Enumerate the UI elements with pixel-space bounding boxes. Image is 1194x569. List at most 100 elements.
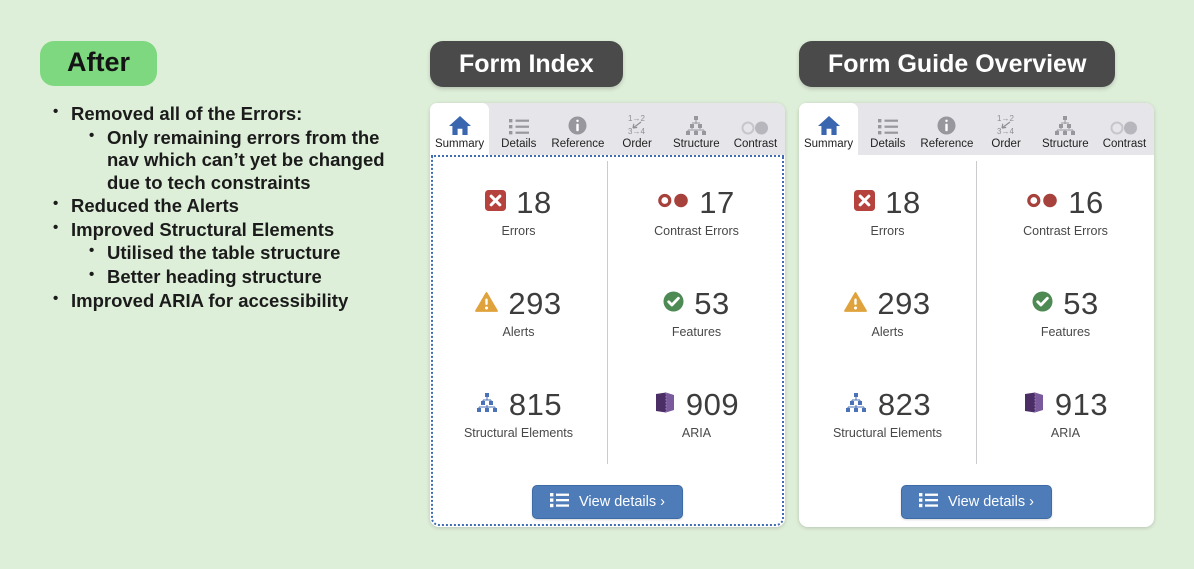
svg-text:1→2: 1→2 <box>997 114 1014 123</box>
structural-elements-icon <box>844 392 868 418</box>
tab-summary[interactable]: Summary <box>430 103 490 155</box>
tab-structure[interactable]: Structure <box>1036 103 1095 155</box>
stat-label: Alerts <box>871 325 904 339</box>
tab-details[interactable]: Details <box>858 103 917 155</box>
tab-label: Structure <box>1041 138 1089 150</box>
stat-structural-elements: 823 Structural Elements <box>799 363 977 464</box>
stat-label: ARIA <box>681 426 712 440</box>
list-item: Improved Structural Elements <box>50 219 406 242</box>
stat-value: 18 <box>516 185 552 220</box>
stat-value: 53 <box>694 286 730 321</box>
structural-elements-icon <box>475 392 499 418</box>
stat-value: 293 <box>508 286 562 321</box>
stats-row: 823 Structural Elements 913 ARIA <box>799 363 1154 464</box>
tab-order[interactable]: 1→2 3→4 Order <box>977 103 1036 155</box>
error-icon <box>485 190 507 216</box>
summary-content: 18 Errors 16 Contrast Errors 293 Alerts <box>799 155 1154 527</box>
list-item: Only remaining errors from the nav which… <box>86 127 406 195</box>
stat-label: Alerts <box>502 325 535 339</box>
tab-label: Details <box>501 138 537 150</box>
stat-value: 823 <box>877 387 932 422</box>
home-icon <box>448 114 471 135</box>
stats-row: 18 Errors 17 Contrast Errors <box>430 161 785 262</box>
view-details-list-icon <box>550 492 570 512</box>
stat-value: 53 <box>1063 286 1099 321</box>
tab-details[interactable]: Details <box>489 103 548 155</box>
stat-alerts: 293 Alerts <box>799 262 977 363</box>
list-item: Better heading structure <box>86 266 406 289</box>
tab-reference[interactable]: Reference <box>917 103 976 155</box>
tab-label: Details <box>870 138 906 150</box>
tab-summary[interactable]: Summary <box>799 103 859 155</box>
stat-aria: 909 ARIA <box>608 363 785 464</box>
wave-panel-form-guide-overview: Summary Details Reference 1→2 3→4 Order S… <box>799 103 1154 527</box>
view-details-button[interactable]: View details › <box>532 485 683 519</box>
list-icon <box>877 114 899 135</box>
info-icon <box>937 114 956 135</box>
view-details-list-icon <box>919 492 939 512</box>
stats-row: 18 Errors 16 Contrast Errors <box>799 161 1154 262</box>
order-icon: 1→2 3→4 <box>993 114 1019 135</box>
list-item: Reduced the Alerts <box>50 195 406 218</box>
view-details-button[interactable]: View details › <box>901 485 1052 519</box>
stat-label: ARIA <box>1050 426 1081 440</box>
svg-text:1→2: 1→2 <box>628 114 645 123</box>
svg-text:3→4: 3→4 <box>628 127 645 135</box>
tab-structure[interactable]: Structure <box>667 103 726 155</box>
panel-title-form-guide-overview: Form Guide Overview <box>799 41 1116 87</box>
tab-label: Order <box>991 138 1021 150</box>
contrast-icon <box>741 114 769 135</box>
structure-icon <box>1053 114 1077 135</box>
contrast-icon <box>1110 114 1138 135</box>
tab-label: Summary <box>803 138 854 150</box>
panel-title-form-index: Form Index <box>430 41 623 87</box>
list-item: Removed all of the Errors: <box>50 103 406 126</box>
tab-label: Structure <box>672 138 720 150</box>
view-details-label: View details › <box>948 494 1034 510</box>
home-icon <box>817 114 840 135</box>
feature-icon <box>663 291 684 317</box>
stat-label: Errors <box>501 224 536 238</box>
aria-icon <box>1023 391 1045 419</box>
tab-label: Order <box>622 138 652 150</box>
stat-errors: 18 Errors <box>430 161 608 262</box>
info-icon <box>568 114 587 135</box>
stat-contrast-errors: 16 Contrast Errors <box>977 161 1154 262</box>
stat-label: Contrast Errors <box>654 224 739 238</box>
tab-contrast[interactable]: Contrast <box>726 103 785 155</box>
feature-icon <box>1032 291 1053 317</box>
tab-bar: Summary Details Reference 1→2 3→4 Order S… <box>430 103 785 155</box>
stat-label: Features <box>671 325 722 339</box>
contrast-error-icon <box>658 193 689 213</box>
stats-row: 815 Structural Elements 909 ARIA <box>430 363 785 464</box>
stat-alerts: 293 Alerts <box>430 262 608 363</box>
tab-reference[interactable]: Reference <box>548 103 607 155</box>
alert-icon <box>844 291 868 317</box>
stat-value: 909 <box>685 387 740 422</box>
tab-order[interactable]: 1→2 3→4 Order <box>608 103 667 155</box>
list-icon <box>508 114 530 135</box>
stat-features: 53 Features <box>977 262 1154 363</box>
error-icon <box>854 190 876 216</box>
alert-icon <box>475 291 499 317</box>
stat-value: 293 <box>877 286 931 321</box>
stat-label: Structural Elements <box>832 426 943 440</box>
after-badge: After <box>40 41 158 86</box>
stat-label: Features <box>1040 325 1091 339</box>
order-icon: 1→2 3→4 <box>624 114 650 135</box>
stats-row: 293 Alerts 53 Features <box>799 262 1154 363</box>
view-details-label: View details › <box>579 494 665 510</box>
tab-label: Contrast <box>1102 138 1147 150</box>
stat-errors: 18 Errors <box>799 161 977 262</box>
tab-contrast[interactable]: Contrast <box>1095 103 1154 155</box>
wave-panel-form-index: Summary Details Reference 1→2 3→4 Order S… <box>430 103 785 527</box>
tab-label: Reference <box>920 138 974 150</box>
tab-bar: Summary Details Reference 1→2 3→4 Order S… <box>799 103 1154 155</box>
stat-value: 815 <box>508 387 563 422</box>
stat-value: 17 <box>699 185 735 220</box>
stat-aria: 913 ARIA <box>977 363 1154 464</box>
aria-icon <box>654 391 676 419</box>
stat-value: 913 <box>1054 387 1109 422</box>
stat-label: Contrast Errors <box>1023 224 1108 238</box>
summary-content: 18 Errors 17 Contrast Errors 293 Alerts <box>430 155 785 527</box>
